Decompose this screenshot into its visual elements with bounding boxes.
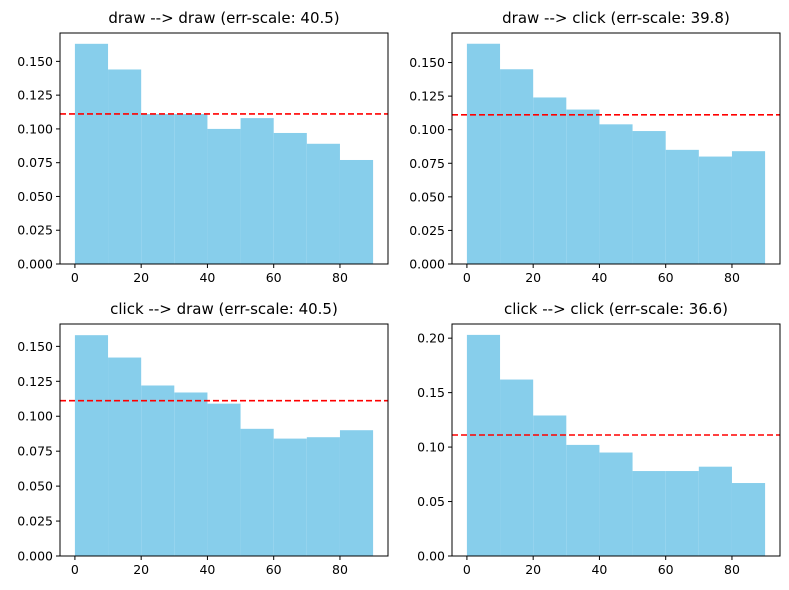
y-tick-label: 0.050 [17, 479, 53, 494]
histogram-bar [566, 444, 600, 556]
histogram-bar [632, 131, 666, 264]
histogram-bar [174, 114, 208, 264]
y-tick-label: 0.20 [417, 331, 445, 346]
y-tick-label: 0.150 [17, 54, 53, 69]
histogram-bar [632, 471, 666, 556]
y-tick-label: 0.000 [409, 257, 445, 272]
axes-frame [451, 32, 781, 265]
x-tick-label: 40 [591, 562, 607, 577]
histogram-bar [533, 415, 567, 556]
y-tick-label: 0.10 [417, 440, 445, 455]
x-tick-label: 40 [591, 270, 607, 285]
x-tick-label: 0 [71, 270, 79, 285]
histogram-bar [339, 430, 374, 556]
histogram-bar [698, 466, 732, 556]
x-tick-label: 0 [463, 270, 471, 285]
histogram-bar [731, 151, 766, 264]
histogram-bar [141, 385, 175, 556]
y-tick-label: 0.025 [409, 223, 445, 238]
y-tick-label: 0.000 [17, 257, 53, 272]
y-tick-label: 0.050 [17, 189, 53, 204]
histogram-bar [500, 379, 534, 556]
histogram-bar [533, 97, 567, 264]
y-tick-label: 0.150 [409, 55, 445, 70]
axes-frame [59, 32, 389, 265]
histogram-bar [207, 403, 241, 556]
y-tick-label: 0.000 [17, 549, 53, 564]
histogram-bar [174, 392, 208, 556]
subplot-title: click --> draw (err-scale: 40.5) [110, 300, 338, 318]
y-tick-label: 0.050 [409, 189, 445, 204]
histogram-bar [141, 114, 175, 264]
histogram-bar [466, 43, 501, 264]
x-tick-label: 20 [525, 562, 541, 577]
subplot-2: 0 20 40 60 80 0.000 0.025 0.050 0.075 0.100 0.125 0… [409, 9, 781, 285]
histogram-bar [108, 357, 142, 556]
histogram-bar [665, 149, 699, 264]
histogram-bar [240, 428, 274, 556]
y-tick-label: 0.15 [417, 385, 445, 400]
histogram-bar [466, 334, 501, 556]
histogram-bar [207, 128, 241, 264]
y-tick-label: 0.100 [409, 122, 445, 137]
x-tick-label: 60 [658, 270, 674, 285]
histogram-bar [500, 69, 534, 264]
y-tick-label: 0.025 [17, 514, 53, 529]
x-tick-label: 20 [133, 562, 149, 577]
x-tick-label: 20 [525, 270, 541, 285]
y-tick-label: 0.00 [417, 549, 445, 564]
y-tick-label: 0.125 [17, 374, 53, 389]
subplot-3: 0 20 40 60 80 0.000 0.025 0.050 0.075 0.100 0.125 0… [17, 300, 389, 577]
x-tick-label: 60 [266, 562, 282, 577]
x-tick-label: 60 [658, 562, 674, 577]
subplot-4: 0 20 40 60 80 0.00 0.05 0.10 0.15 0.20 click --> c… [417, 300, 781, 577]
subplot-title: draw --> click (err-scale: 39.8) [502, 9, 730, 27]
axes-frame [59, 323, 389, 557]
histogram-bar [665, 471, 699, 556]
histogram-bar [306, 437, 340, 556]
subplot-title: click --> click (err-scale: 36.6) [504, 300, 728, 318]
x-tick-label: 80 [724, 562, 740, 577]
histogram-bar [731, 483, 766, 556]
y-tick-label: 0.075 [409, 156, 445, 171]
x-tick-label: 0 [71, 562, 79, 577]
y-tick-label: 0.075 [17, 444, 53, 459]
x-tick-label: 60 [266, 270, 282, 285]
y-tick-label: 0.125 [17, 88, 53, 103]
histogram-bar [566, 109, 600, 264]
histogram-bar [74, 335, 109, 556]
y-tick-label: 0.025 [17, 223, 53, 238]
histogram-bar [273, 438, 307, 556]
histogram-bar [74, 43, 109, 264]
y-tick-label: 0.100 [17, 409, 53, 424]
histogram-bar [599, 124, 633, 264]
histogram-bar [108, 69, 142, 264]
subplot-title: draw --> draw (err-scale: 40.5) [108, 9, 339, 27]
x-tick-label: 40 [199, 270, 215, 285]
x-tick-label: 40 [199, 562, 215, 577]
y-tick-label: 0.05 [417, 494, 445, 509]
y-tick-label: 0.150 [17, 339, 53, 354]
histogram-bar [306, 143, 340, 264]
y-tick-label: 0.075 [17, 155, 53, 170]
histogram-bar [240, 118, 274, 265]
y-tick-label: 0.125 [409, 89, 445, 104]
x-tick-label: 80 [724, 270, 740, 285]
x-tick-label: 0 [463, 562, 471, 577]
axes-frame [451, 323, 781, 557]
x-tick-label: 80 [332, 270, 348, 285]
histogram-bar [273, 132, 307, 264]
histogram-bar [599, 452, 633, 556]
histogram-bar [698, 156, 732, 264]
x-tick-label: 20 [133, 270, 149, 285]
subplot-1: 0 20 40 60 80 0.000 0.025 0.050 0.075 0.100 0.125 0… [17, 9, 389, 285]
x-tick-label: 80 [332, 562, 348, 577]
y-tick-label: 0.100 [17, 121, 53, 136]
histogram-bar [339, 159, 374, 264]
